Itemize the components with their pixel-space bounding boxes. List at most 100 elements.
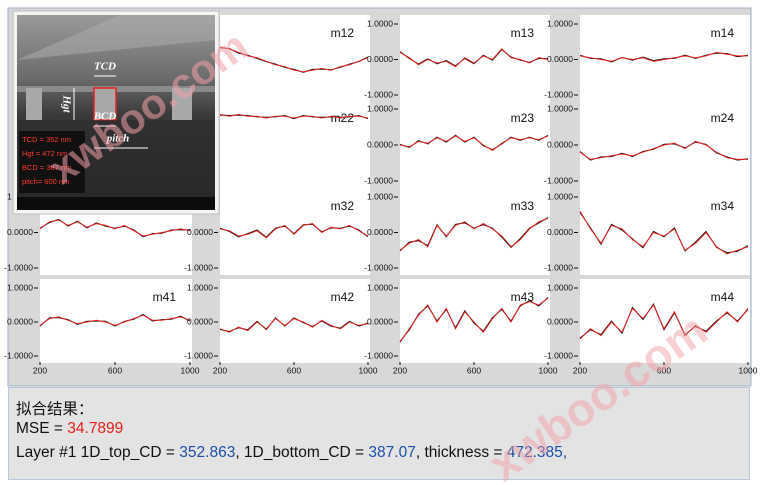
y-tick-label: 0.0000 <box>187 227 213 237</box>
y-tick-label: -1.0000 <box>544 350 573 360</box>
plot-grid: 1.0000 0.0000 -1.0000 m12 1.0000 0.0000 -1.000… <box>4 7 758 387</box>
curve <box>399 297 549 343</box>
y-tick-label: -1.0000 <box>544 262 573 272</box>
layer-label: Layer #1 1D_top_CD = <box>16 444 180 461</box>
panel-title: m22 <box>331 111 355 125</box>
curve <box>399 135 549 152</box>
y-tick-label: -1.0000 <box>544 175 573 185</box>
x-tick-label: 600 <box>287 365 301 375</box>
top-cd: 352.863 <box>179 444 236 461</box>
panel-title: m14 <box>711 26 735 40</box>
sem-legend: TCD = 352 nm <box>22 135 71 144</box>
y-tick-label: 1.0000 <box>367 282 393 292</box>
x-tick-label: 200 <box>393 365 407 375</box>
curve <box>579 51 748 62</box>
y-tick-label: 0.0000 <box>7 227 33 237</box>
plot-area <box>400 15 550 102</box>
plot-area <box>400 100 550 188</box>
y-tick-label: -1.0000 <box>184 350 213 360</box>
y-tick-label: 1.0000 <box>187 282 213 292</box>
y-tick-label: -1.0000 <box>364 262 393 272</box>
plot-area <box>400 188 550 275</box>
curve <box>399 217 549 251</box>
plot-area <box>220 279 370 363</box>
x-tick-label: 600 <box>657 365 671 375</box>
sem-legend: Hgt = 472 nm <box>22 149 67 158</box>
y-tick-label: -1.0000 <box>184 262 213 272</box>
layer-line: Layer #1 1D_top_CD = 352.863, 1D_bottom_… <box>16 444 567 462</box>
y-tick-label: -1.0000 <box>4 262 33 272</box>
sem-label: BCD <box>93 111 117 123</box>
plot-area <box>220 15 370 102</box>
y-tick-label: 1.0000 <box>547 103 573 113</box>
results-panel: 拟合结果： MSE = 34.7899 Layer #1 1D_top_CD =… <box>8 387 750 480</box>
sem-label: TCD <box>94 61 116 73</box>
x-tick-label: 1000 <box>359 365 378 375</box>
panel-title: m33 <box>511 199 535 213</box>
plot-area <box>580 279 750 363</box>
panel-title: m12 <box>331 26 355 40</box>
plot-area <box>220 188 370 275</box>
panel-title: m23 <box>511 111 535 125</box>
curve <box>219 113 369 119</box>
line-feature <box>172 88 192 120</box>
bottom-label: , 1D_bottom_CD = <box>235 444 369 461</box>
curve <box>219 223 369 239</box>
sem-label: Hgt <box>60 94 72 113</box>
y-tick-label: -1.0000 <box>364 175 393 185</box>
thickness-label: , thickness = <box>415 444 507 461</box>
plot-area <box>400 279 550 363</box>
curve <box>579 210 749 255</box>
curve <box>399 48 549 68</box>
curve <box>39 314 191 326</box>
y-tick-label: 1.0000 <box>367 103 393 113</box>
mse-line: MSE = 34.7899 <box>16 420 123 438</box>
sem-label: pitch <box>106 133 130 145</box>
bottom-cd: 387.07 <box>368 444 416 461</box>
y-tick-label: 0.0000 <box>367 139 393 149</box>
y-tick-label: 0.0000 <box>367 316 393 326</box>
curve <box>39 219 191 237</box>
y-tick-label: 0.0000 <box>187 316 213 326</box>
x-tick-label: 200 <box>33 365 47 375</box>
thickness: 472.385 <box>506 444 563 461</box>
y-tick-label: -1.0000 <box>4 350 33 360</box>
y-tick-label: -1.0000 <box>364 89 393 99</box>
panel-title: m44 <box>711 290 735 304</box>
curve <box>219 317 369 333</box>
x-tick-label: 1000 <box>181 365 200 375</box>
sem-image: TCD Hgt BCD pitch TCD = 352 nm Hgt = 472… <box>12 10 220 215</box>
x-tick-label: 600 <box>467 365 481 375</box>
y-tick-label: 0.0000 <box>547 139 573 149</box>
x-tick-label: 600 <box>108 365 122 375</box>
y-tick-label: 1.0000 <box>547 282 573 292</box>
y-tick-label: 0.0000 <box>547 227 573 237</box>
panel-title: m32 <box>331 199 355 213</box>
panel-title: m34 <box>711 199 735 213</box>
legend-box <box>19 131 85 193</box>
sem-legend: pitch= 600 nm <box>22 177 69 186</box>
line-end: , <box>562 444 568 461</box>
y-tick-label: 0.0000 <box>547 316 573 326</box>
y-tick-label: -1.0000 <box>364 350 393 360</box>
x-tick-label: 200 <box>213 365 227 375</box>
x-tick-label: 1000 <box>739 365 758 375</box>
plot-area <box>220 100 370 188</box>
y-tick-label: 1.0000 <box>367 18 393 28</box>
panel-title: m24 <box>711 111 735 125</box>
panel-title: m13 <box>511 26 535 40</box>
x-tick-label: 1000 <box>539 365 558 375</box>
curve <box>579 304 749 340</box>
y-tick-label: 0.0000 <box>7 316 33 326</box>
curve <box>579 140 748 160</box>
info-bar <box>17 197 215 210</box>
panel-title: m42 <box>331 290 355 304</box>
y-tick-label: 0.0000 <box>367 54 393 64</box>
y-tick-label: 1.0000 <box>367 191 393 201</box>
plot-area <box>40 279 192 363</box>
mse-label: MSE = <box>16 420 68 437</box>
y-tick-label: 1.0000 <box>547 18 573 28</box>
panel-title: m41 <box>153 290 177 304</box>
x-tick-label: 200 <box>573 365 587 375</box>
